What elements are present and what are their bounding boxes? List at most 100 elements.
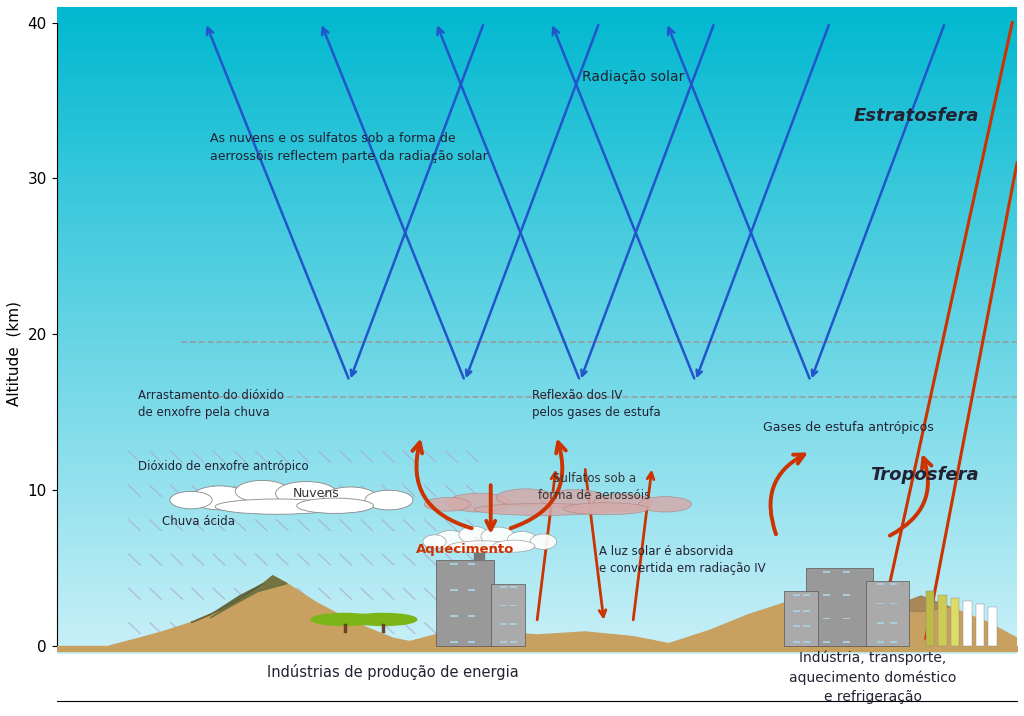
Ellipse shape <box>236 480 289 502</box>
Text: Indústrias de produção de energia: Indústrias de produção de energia <box>267 664 518 680</box>
Ellipse shape <box>447 541 516 553</box>
Polygon shape <box>950 598 959 646</box>
Bar <box>468 641 475 643</box>
Ellipse shape <box>191 486 249 510</box>
Ellipse shape <box>564 503 648 515</box>
Bar <box>877 603 885 604</box>
Bar <box>436 560 494 646</box>
Ellipse shape <box>541 490 608 508</box>
Bar <box>877 584 885 585</box>
Polygon shape <box>926 591 935 646</box>
Bar <box>793 594 800 596</box>
Text: Radiação solar: Radiação solar <box>582 70 684 84</box>
Bar <box>803 625 810 627</box>
Ellipse shape <box>311 614 378 626</box>
Text: Chuva ácida: Chuva ácida <box>162 515 236 528</box>
Bar <box>793 641 800 643</box>
Bar <box>877 641 885 643</box>
Text: Nuvens: Nuvens <box>293 487 339 500</box>
Polygon shape <box>976 604 984 646</box>
Text: Estratosfera: Estratosfera <box>853 107 979 125</box>
Ellipse shape <box>424 498 471 511</box>
Polygon shape <box>210 576 287 618</box>
Text: Reflexão dos IV
pelos gases de estufa: Reflexão dos IV pelos gases de estufa <box>532 390 660 420</box>
Bar <box>890 621 897 624</box>
Bar <box>877 621 885 624</box>
Bar <box>451 589 458 591</box>
Y-axis label: Altitude  (km): Altitude (km) <box>7 301 22 406</box>
Bar <box>806 568 873 646</box>
Ellipse shape <box>434 531 466 549</box>
Bar <box>500 586 507 589</box>
Bar <box>468 615 475 617</box>
Ellipse shape <box>474 503 611 516</box>
Bar <box>451 641 458 643</box>
Bar <box>822 594 830 596</box>
Polygon shape <box>662 596 1017 646</box>
Polygon shape <box>110 576 431 646</box>
Ellipse shape <box>530 534 557 549</box>
Ellipse shape <box>275 482 337 505</box>
Bar <box>492 584 525 646</box>
Bar <box>793 625 800 627</box>
Polygon shape <box>938 594 947 646</box>
Ellipse shape <box>324 487 378 509</box>
Ellipse shape <box>639 497 691 512</box>
Ellipse shape <box>481 527 515 546</box>
Ellipse shape <box>593 494 652 511</box>
Text: Arrastamento do dióxido
de enxofre pela chuva: Arrastamento do dióxido de enxofre pela … <box>138 390 285 420</box>
Ellipse shape <box>496 489 555 506</box>
Polygon shape <box>474 537 484 560</box>
Ellipse shape <box>459 526 488 543</box>
Bar <box>510 623 517 624</box>
Text: Gases de estufa antrópicos: Gases de estufa antrópicos <box>763 421 933 435</box>
Bar <box>803 594 810 596</box>
Ellipse shape <box>508 531 537 548</box>
Text: Aquecimento: Aquecimento <box>416 543 514 556</box>
Bar <box>510 641 517 643</box>
Ellipse shape <box>493 540 535 552</box>
Bar <box>451 563 458 565</box>
Bar <box>468 589 475 591</box>
Polygon shape <box>988 607 997 646</box>
Ellipse shape <box>447 493 511 512</box>
Ellipse shape <box>365 490 413 510</box>
Polygon shape <box>191 584 263 623</box>
Bar <box>500 623 507 624</box>
Text: A luz solar é absorvida
e convertida em radiação IV: A luz solar é absorvida e convertida em … <box>599 546 766 575</box>
Bar <box>890 603 897 604</box>
Bar <box>890 641 897 643</box>
Bar <box>843 641 850 643</box>
Ellipse shape <box>349 614 417 626</box>
Bar <box>510 604 517 606</box>
Bar <box>468 563 475 565</box>
Bar <box>793 610 800 611</box>
Bar <box>822 571 830 573</box>
Text: Dióxido de enxofre antrópico: Dióxido de enxofre antrópico <box>138 460 309 473</box>
Text: Troposfera: Troposfera <box>870 465 979 483</box>
Bar <box>822 618 830 619</box>
Bar <box>890 584 897 585</box>
Bar <box>784 591 818 646</box>
Bar <box>803 610 810 611</box>
Polygon shape <box>873 596 950 611</box>
Bar <box>843 618 850 619</box>
Bar <box>510 586 517 589</box>
Polygon shape <box>393 630 681 646</box>
Ellipse shape <box>297 498 374 513</box>
Bar <box>843 594 850 596</box>
Polygon shape <box>964 601 972 646</box>
Bar <box>865 581 909 646</box>
Ellipse shape <box>215 499 340 514</box>
Ellipse shape <box>423 535 446 548</box>
Bar <box>822 641 830 643</box>
Text: As nuvens e os sulfatos sob a forma de
aerrossóis reflectem parte da radiação so: As nuvens e os sulfatos sob a forma de a… <box>210 132 488 163</box>
Text: Indústria, transporte,
aquecimento doméstico
e refrigeração: Indústria, transporte, aquecimento domés… <box>790 650 956 705</box>
Ellipse shape <box>170 491 212 509</box>
Bar <box>500 604 507 606</box>
Bar <box>843 571 850 573</box>
Text: Sulfatos sob a
forma de aerossóis: Sulfatos sob a forma de aerossóis <box>539 472 650 502</box>
Bar <box>500 641 507 643</box>
Bar <box>451 615 458 617</box>
Bar <box>803 641 810 643</box>
